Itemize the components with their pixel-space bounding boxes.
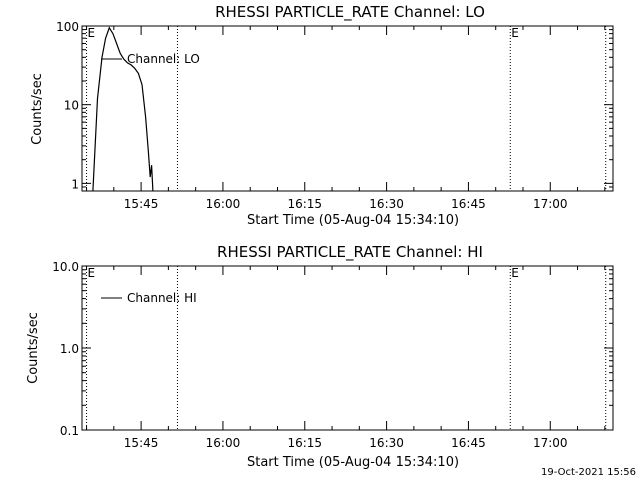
panel-hi-x-tick-label: 16:45 — [451, 436, 486, 450]
panel-lo-frame — [81, 25, 614, 192]
panel-lo-title: RHESSI PARTICLE_RATE Channel: LO — [215, 3, 485, 22]
panel-hi-y-tick-label: 1.0 — [60, 342, 79, 356]
footer-date: 19-Oct-2021 15:56 — [541, 467, 636, 478]
panel-lo-legend-label: Channel: LO — [127, 52, 200, 66]
panel-hi-title: RHESSI PARTICLE_RATE Channel: HI — [217, 243, 483, 262]
panel-lo-x-tick-label: 16:15 — [287, 197, 322, 211]
panel-lo-marker-label: E — [88, 26, 96, 40]
panel-lo-y-ticks: 100 10 1 — [56, 20, 613, 192]
panel-lo-legend: Channel: LO — [101, 52, 200, 66]
panel-lo-ylabel: Counts/sec — [30, 73, 45, 145]
panel-lo: RHESSI PARTICLE_RATE Channel: LO Counts/… — [30, 3, 614, 228]
panel-lo-marker-label: E — [511, 26, 519, 40]
panel-lo-series — [92, 26, 154, 192]
panel-hi-legend-label: Channel: HI — [127, 291, 197, 305]
panel-hi-y-tick-label: 10.0 — [52, 260, 79, 274]
panel-lo-x-tick-label: 16:30 — [369, 197, 404, 211]
panel-lo-x-tick-label: 15:45 — [124, 197, 159, 211]
panel-lo-x-tick-label: 16:45 — [451, 197, 486, 211]
panel-hi-x-ticks: 15:45 16:00 16:15 16:30 16:45 17:00 — [86, 266, 606, 450]
panel-hi-marker-label: E — [88, 266, 96, 280]
panel-hi-x-tick-label: 16:30 — [369, 436, 404, 450]
panel-hi: RHESSI PARTICLE_RATE Channel: HI Counts/… — [26, 243, 614, 470]
panel-hi-y-ticks: 10.0 1.0 0.1 — [52, 260, 613, 438]
panel-hi-ylabel: Counts/sec — [26, 312, 41, 384]
panel-lo-x-ticks: 15:45 16:00 16:15 16:30 16:45 17:00 — [86, 26, 606, 211]
panel-hi-marker-label: E — [511, 266, 519, 280]
panel-hi-x-tick-label: 15:45 — [124, 436, 159, 450]
panel-hi-x-tick-label: 16:15 — [287, 436, 322, 450]
panel-hi-x-tick-label: 17:00 — [533, 436, 568, 450]
panel-lo-xlabel: Start Time (05-Aug-04 15:34:10) — [247, 213, 459, 228]
panel-lo-y-tick-label: 10 — [64, 99, 79, 113]
panel-lo-y-tick-label: 100 — [56, 20, 79, 34]
panel-hi-y-tick-label: 0.1 — [60, 424, 79, 438]
panel-hi-legend: Channel: HI — [101, 291, 197, 305]
panel-lo-x-tick-label: 17:00 — [533, 197, 568, 211]
panel-hi-x-tick-label: 16:00 — [206, 436, 241, 450]
panel-lo-y-tick-label: 1 — [71, 177, 79, 191]
panel-hi-xlabel: Start Time (05-Aug-04 15:34:10) — [247, 455, 459, 470]
panel-lo-x-tick-label: 16:00 — [206, 197, 241, 211]
panel-lo-series-line — [92, 26, 154, 192]
